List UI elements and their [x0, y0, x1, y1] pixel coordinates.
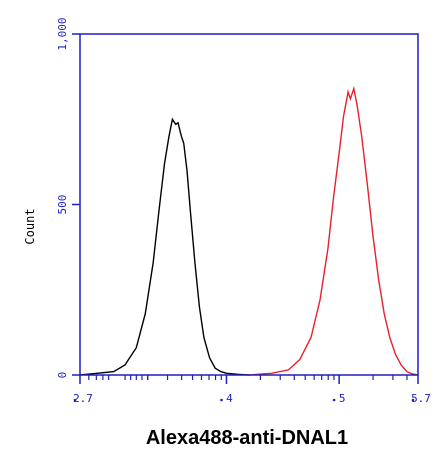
x-tick-dot: [332, 398, 336, 402]
y-axis-ticks: 0 500 1,000: [56, 17, 80, 378]
plot-frame: [79, 33, 419, 376]
x-tick-label: 5: [339, 392, 346, 405]
x-tick-label: 4: [226, 392, 233, 405]
y-tick-label: 500: [56, 195, 69, 215]
x-tick-label: 2.7: [73, 392, 93, 405]
sample-histogram-line: [248, 85, 419, 376]
x-tick-dot: [73, 398, 77, 402]
histogram-series: [79, 85, 419, 376]
x-axis-label: Alexa488-anti-DNAL1: [146, 427, 348, 449]
y-axis-label: Count: [23, 208, 37, 244]
x-tick-label: 5.7: [411, 392, 431, 405]
y-tick-label: 0: [56, 372, 69, 379]
control-histogram-line: [79, 117, 250, 376]
x-tick-dot: [220, 398, 223, 402]
x-axis-ticks: 2.7 4 5 5.7: [73, 375, 431, 405]
y-tick-label: 1,000: [56, 17, 69, 50]
x-tick-dot: [411, 398, 415, 402]
